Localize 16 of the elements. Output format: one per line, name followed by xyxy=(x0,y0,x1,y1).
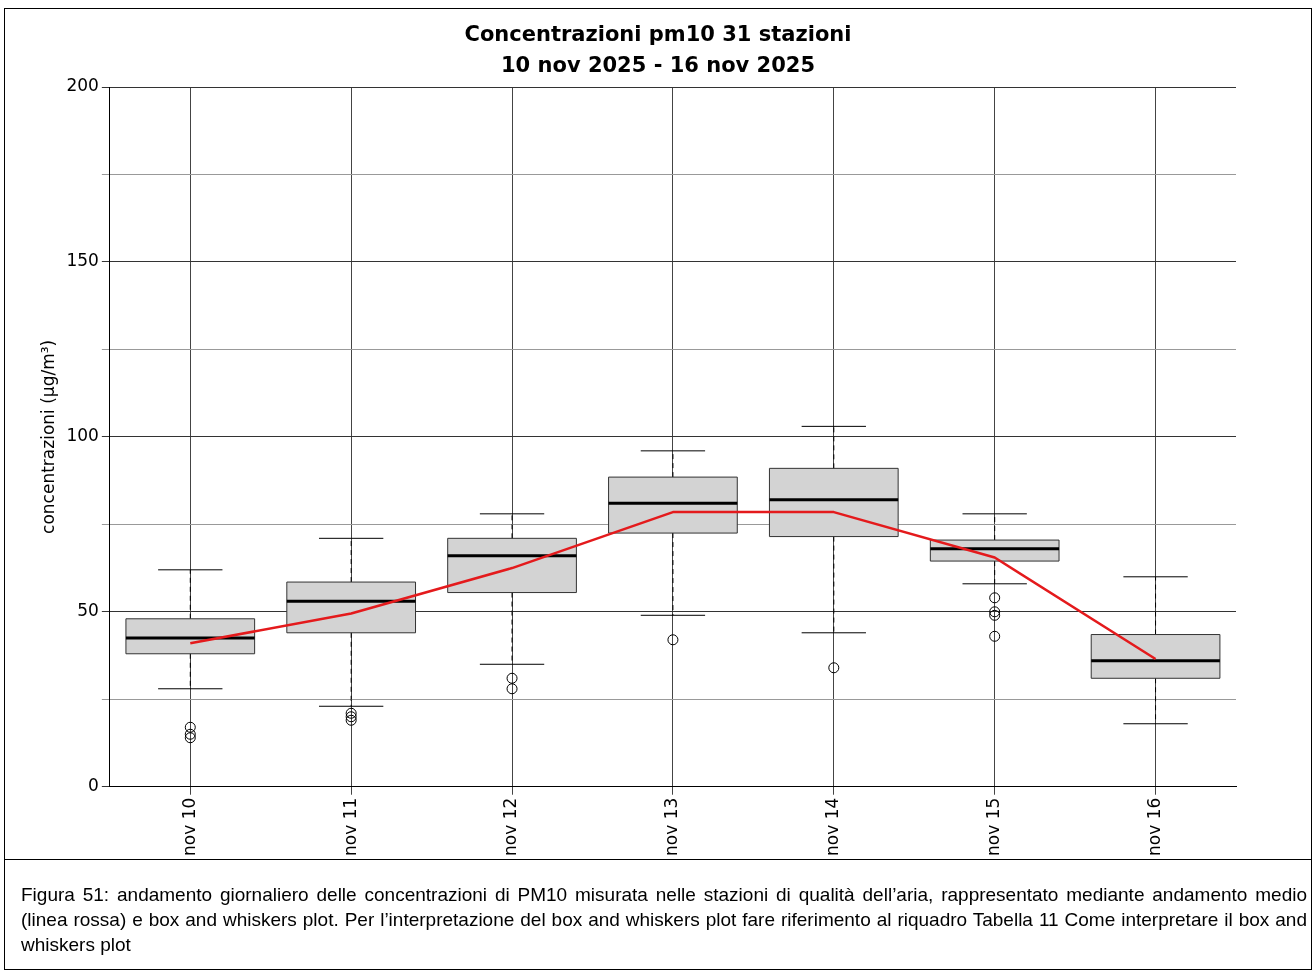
x-tick-label: nov 11 xyxy=(339,797,360,857)
y-axis-title: concentrazioni (µg/m³) xyxy=(37,339,58,534)
text: Figura 51: andamento giornaliero delle concentrazioni di PM10 misurata nelle stazioni di qualità dell’aria, rappresentato mediante andamento medio (linea rossa) e box and whiskers plot. Per l’interpretazione del box and whiskers plot fare riferimento al riquadro Tabella 11 Come interpretare il box and whiskers plot xyxy=(5,859,1311,970)
y-tick-label: 200 xyxy=(66,75,99,96)
chart-title: Concentrazioni pm10 31 stazioni xyxy=(463,21,853,48)
x-tick-label: nov 12 xyxy=(500,797,521,857)
x-tick-label: nov 15 xyxy=(983,797,1004,857)
x-tick-label: nov 10 xyxy=(178,797,199,857)
y-tick-label: 0 xyxy=(88,775,99,796)
y-tick-label: 150 xyxy=(66,250,99,271)
y-tick-label: 50 xyxy=(77,600,99,621)
y-tick-label: 100 xyxy=(66,425,99,446)
chart-subtitle: 10 nov 2025 - 16 nov 2025 xyxy=(500,53,816,77)
x-tick-label: nov 16 xyxy=(1143,797,1164,857)
x-tick-label: nov 13 xyxy=(661,797,682,857)
x-tick-label: nov 14 xyxy=(822,797,843,857)
